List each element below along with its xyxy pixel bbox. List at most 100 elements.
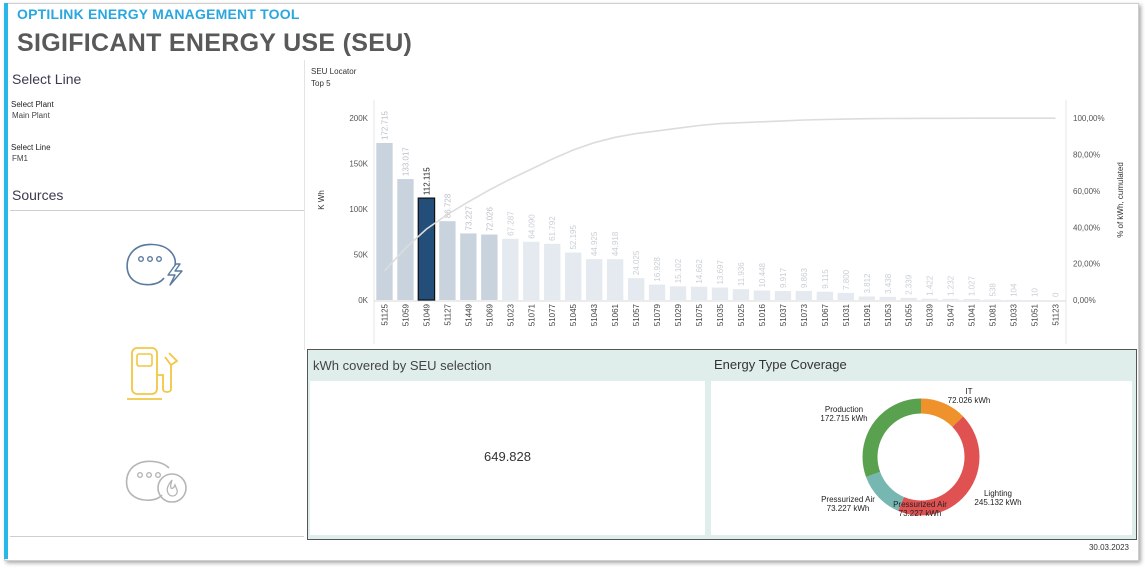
x-tick-label: 51043: [590, 303, 599, 326]
pressurized-air-value-label: 73.227 kWh: [827, 504, 870, 513]
x-tick-label: 51039: [926, 303, 935, 326]
select-plant-dropdown[interactable]: Main Plant: [12, 111, 50, 120]
bar-value-label: 15.102: [674, 258, 683, 283]
bar-value-label: 112.115: [422, 167, 431, 195]
bar-51031: [837, 292, 854, 300]
gas-meter-icon[interactable]: [124, 458, 190, 506]
bar-51053: [879, 296, 896, 300]
bar-51071: [523, 241, 540, 300]
bar-value-label: 61.792: [548, 216, 557, 241]
bar-51449: [460, 233, 477, 300]
production-name-label: Production: [825, 405, 863, 414]
bar-51025: [732, 289, 750, 300]
kwh-covered-value: 649.828: [484, 449, 531, 464]
bar-value-label: 3.812: [863, 273, 872, 294]
x-tick-label: 51055: [905, 303, 914, 326]
x-tick-label: 51049: [422, 303, 431, 326]
y2-tick-label: 100,00%: [1073, 114, 1105, 123]
bar-51039: [921, 298, 938, 300]
bar-51045: [565, 252, 582, 300]
bar-51037: [774, 290, 792, 300]
bar-value-label: 11.936: [737, 262, 746, 286]
bar-51016: [753, 290, 771, 300]
select-line-dropdown[interactable]: FM1: [12, 154, 28, 163]
bar-51055: [900, 297, 917, 300]
kwh-covered-title: kWh covered by SEU selection: [313, 358, 492, 373]
x-tick-label: 51067: [821, 303, 830, 326]
bar-value-label: 538: [989, 283, 998, 297]
select-line-label: Select Line: [11, 143, 51, 152]
bar-value-label: 10: [1031, 288, 1040, 297]
bar-51029: [669, 286, 687, 300]
x-tick-label: 51045: [569, 303, 578, 326]
y2-tick-label: 80,00%: [1073, 151, 1100, 160]
x-tick-label: 51047: [947, 303, 956, 326]
app-title: OPTILINK ENERGY MANAGEMENT TOOL: [17, 6, 300, 22]
bar-value-label: 3.438: [884, 273, 893, 294]
it-name-label: IT: [965, 387, 972, 396]
bar-value-label: 44.925: [590, 231, 599, 256]
bar-51023: [502, 238, 519, 300]
bar-value-label: 52.195: [569, 225, 578, 250]
x-tick-label: 51059: [401, 303, 410, 326]
bar-51067: [816, 291, 834, 300]
chart-subtitle: Top 5: [311, 79, 331, 88]
cumulative-line: [383, 117, 1056, 272]
bar-51079: [648, 284, 666, 300]
bar-value-label: 2.339: [905, 274, 914, 295]
bar-value-label: 9.863: [800, 267, 809, 288]
y-tick-label: 150K: [349, 160, 368, 169]
bar-51057: [627, 278, 645, 300]
sources-divider: [10, 210, 304, 211]
pareto-chart[interactable]: 0K 50K 100K 150K 200K 0,00% 20,00% 40,00% 60,00%…: [306, 94, 1136, 350]
x-tick-label: 51023: [506, 303, 515, 326]
pressurized-air-name-label: Pressurized Air: [821, 495, 875, 504]
bar-value-label: 1.027: [968, 275, 977, 296]
x-tick-label: 51123: [1052, 303, 1061, 325]
select-plant-label: Select Plant: [11, 100, 54, 109]
bar-value-label: 44.918: [611, 231, 620, 256]
lighting-value-label: 245.132 kWh: [974, 498, 1021, 507]
bar-value-label: 13.697: [716, 260, 725, 285]
y-tick-label: 0K: [358, 296, 368, 305]
chart-title: SEU Locator: [311, 67, 357, 76]
x-tick-label: 51053: [884, 303, 893, 326]
fuel-pump-icon[interactable]: [125, 345, 187, 403]
bar-51075: [690, 286, 708, 300]
x-tick-label: 51029: [674, 303, 683, 326]
bar-value-label: 86.728: [443, 193, 452, 218]
x-tick-label: 51025: [737, 303, 746, 326]
bar-value-label: 16.928: [653, 257, 662, 282]
bar-51049: [417, 197, 436, 301]
bar-51047: [942, 298, 959, 300]
y-axis-label: K Wh: [317, 190, 326, 210]
x-tick-label: 51061: [611, 303, 620, 326]
production-value-label: 172.715 kWh: [820, 414, 867, 423]
report-date: 30.03.2023: [1088, 543, 1129, 552]
y-tick-label: 100K: [349, 205, 368, 214]
bar-51077: [544, 243, 561, 300]
bar-value-label: 7.800: [842, 269, 851, 290]
bar-value-label: 64.090: [527, 214, 536, 239]
x-tick-label: 51073: [800, 303, 809, 326]
bar-value-label: 67.287: [506, 211, 515, 236]
y2-axis-label: % of kWh, cumulated: [1116, 162, 1125, 238]
y-tick-label: 200K: [349, 114, 368, 123]
bar-value-label: 9.115: [821, 269, 830, 289]
bar-51061: [606, 259, 624, 300]
x-tick-label: 51033: [1010, 303, 1019, 326]
bar-value-label: 133.017: [401, 147, 410, 176]
electricity-meter-icon[interactable]: [124, 242, 190, 290]
lighting-name-label: Lighting: [984, 489, 1012, 498]
x-tick-label: 51031: [842, 303, 851, 326]
pressurized-air-inner-name-label: Pressurized Air: [893, 500, 947, 509]
bar-value-label: 14.662: [695, 259, 704, 284]
x-tick-label: 51071: [527, 303, 536, 326]
bar-51073: [795, 291, 813, 300]
bar-value-label: 73.227: [464, 205, 473, 230]
bar-value-label: 9.917: [779, 267, 788, 288]
x-tick-label: 51449: [464, 303, 473, 326]
y2-tick-label: 40,00%: [1073, 223, 1100, 232]
y2-tick-label: 0,00%: [1073, 296, 1096, 305]
